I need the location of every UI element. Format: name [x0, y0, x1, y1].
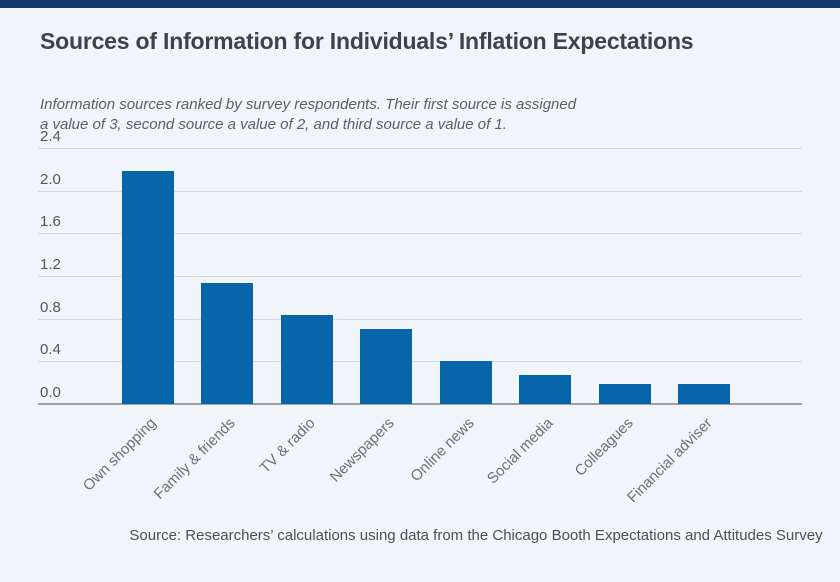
- gridline: [38, 318, 802, 320]
- chart-bar-family-friends: [201, 283, 254, 404]
- gridline: [38, 190, 802, 192]
- chart-bar-own-shopping: [121, 171, 174, 404]
- gridline: [38, 361, 802, 363]
- top-accent-bar: [0, 0, 840, 8]
- gridline: [38, 276, 802, 277]
- chart-bar-colleagues: [598, 383, 651, 404]
- chart-bar-social-media: [519, 375, 572, 404]
- gridline: [38, 148, 802, 149]
- source-note: Source: Researchers’ calculations using …: [129, 527, 823, 544]
- chart-title: Sources of Information for Individuals’ …: [40, 28, 694, 54]
- chart-bar-financial-adviser: [678, 383, 731, 404]
- x-axis-line: [38, 403, 802, 405]
- chart-bar-tv-radio: [280, 315, 333, 404]
- gridline: [38, 233, 802, 235]
- y-tick-label: 0.0: [40, 384, 61, 401]
- chart-subtitle-line1: Information sources ranked by survey res…: [40, 96, 577, 113]
- y-tick-label: 2.4: [40, 128, 61, 145]
- y-tick-label: 2.0: [40, 170, 61, 188]
- y-tick-label: 1.2: [40, 256, 61, 273]
- chart-bar-online-news: [439, 361, 492, 404]
- y-tick-label: 0.4: [40, 341, 61, 359]
- chart-subtitle-line2: a value of 3, second source a value of 2…: [40, 116, 507, 133]
- y-tick-label: 0.8: [40, 298, 61, 316]
- chart-subtitle: Information sources ranked by survey res…: [40, 95, 576, 135]
- chart-bar-newspapers: [360, 329, 413, 404]
- y-tick-label: 1.6: [40, 213, 61, 231]
